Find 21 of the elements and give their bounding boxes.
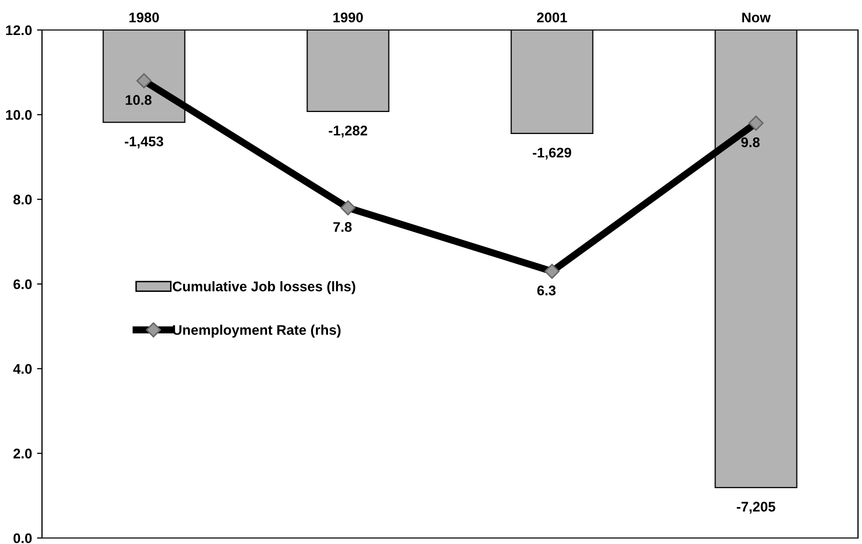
- y-tick-label: 12.0: [6, 25, 32, 36]
- data-label: 10.8: [126, 95, 152, 105]
- x-tick-label: 2001: [537, 12, 568, 22]
- data-label: -1,453: [124, 136, 164, 148]
- x-tick-label: Now: [742, 12, 771, 22]
- y-tick-label: 8.0: [13, 194, 32, 205]
- data-label: 9.8: [741, 137, 760, 148]
- data-label: 6.3: [537, 286, 556, 296]
- y-tick-label: 2.0: [13, 448, 32, 459]
- x-tick-label: 1980: [129, 12, 159, 22]
- data-label: -1,629: [532, 148, 572, 160]
- data-label: 7.8: [333, 222, 352, 232]
- legend-label: Cumulative Job losses (lhs): [172, 281, 356, 294]
- y-tick-label: 0.0: [14, 533, 32, 544]
- x-tick-label: 1990: [333, 12, 363, 22]
- data-label: -1,282: [328, 126, 368, 138]
- y-tick-label: 4.0: [13, 364, 32, 374]
- legend-label: Unemployment Rate (rhs): [173, 324, 341, 338]
- y-tick-label: 10.0: [6, 110, 32, 120]
- data-label: -7,205: [736, 502, 776, 514]
- y-tick-label: 6.0: [13, 279, 32, 290]
